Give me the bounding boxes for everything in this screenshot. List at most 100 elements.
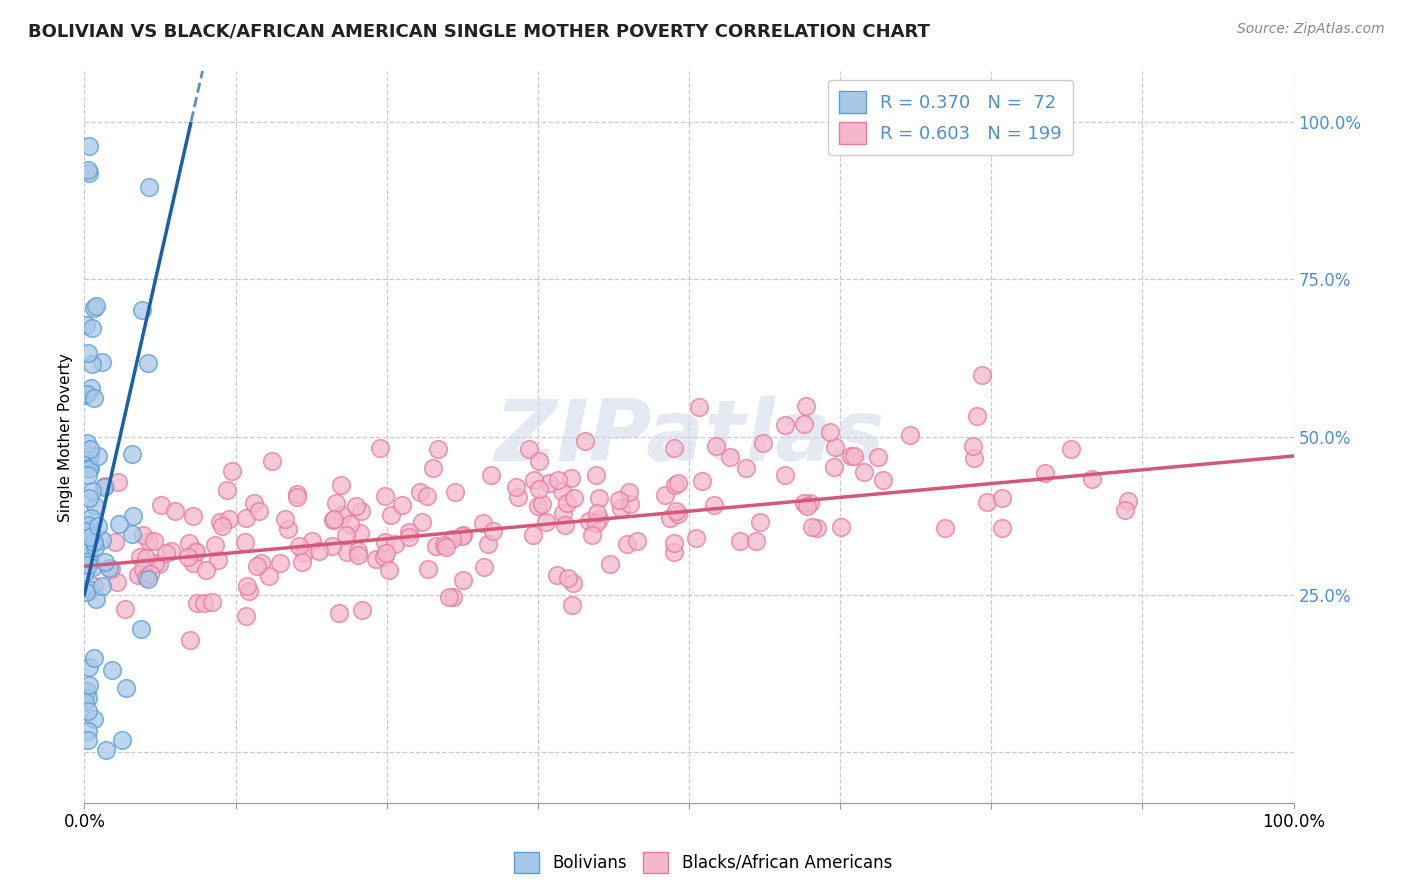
Point [100, 562, 122, 576]
Point [76, 704, 98, 718]
Point [561, 575, 583, 590]
Point [962, 439, 984, 453]
Point [806, 521, 828, 535]
Point [83, 579, 105, 593]
Point [574, 434, 596, 449]
Point [898, 428, 921, 442]
Point [934, 521, 956, 535]
Point [246, 559, 269, 574]
Point [1033, 466, 1056, 480]
Point [416, 562, 439, 576]
Point [135, 551, 157, 566]
Point [505, 480, 527, 494]
Point [666, 476, 689, 491]
Point [76, 684, 98, 698]
Point [688, 400, 710, 414]
Point [377, 563, 399, 577]
Point [186, 596, 208, 610]
Point [77, 554, 100, 568]
Point [76, 457, 98, 471]
Point [347, 544, 370, 558]
Point [277, 522, 299, 536]
Point [238, 584, 260, 599]
Point [75, 585, 97, 599]
Point [98, 560, 121, 574]
Point [554, 518, 576, 533]
Point [179, 632, 201, 647]
Point [375, 546, 398, 560]
Point [703, 498, 725, 512]
Point [84, 540, 107, 554]
Legend: Bolivians, Blacks/African Americans: Bolivians, Blacks/African Americans [508, 846, 898, 880]
Point [242, 496, 264, 510]
Point [330, 508, 353, 522]
Point [143, 556, 166, 570]
Point [111, 732, 134, 747]
Point [444, 484, 467, 499]
Point [77, 678, 100, 692]
Point [129, 549, 152, 564]
Point [1060, 442, 1083, 457]
Point [93, 480, 115, 494]
Point [101, 663, 124, 677]
Point [94, 479, 117, 493]
Point [135, 570, 157, 584]
Point [547, 474, 569, 488]
Point [664, 478, 686, 492]
Point [148, 557, 170, 571]
Point [479, 468, 502, 483]
Point [718, 450, 741, 464]
Point [76, 435, 98, 450]
Point [323, 512, 346, 526]
Point [131, 527, 153, 541]
Point [287, 490, 309, 504]
Point [704, 439, 727, 453]
Point [585, 516, 607, 530]
Point [735, 461, 758, 475]
Point [450, 529, 472, 543]
Point [136, 356, 159, 370]
Point [73, 695, 96, 709]
Point [751, 436, 773, 450]
Point [866, 450, 889, 464]
Point [114, 602, 136, 616]
Point [818, 425, 841, 439]
Point [398, 524, 420, 539]
Point [350, 504, 373, 518]
Point [344, 500, 367, 514]
Point [76, 724, 98, 739]
Point [115, 681, 138, 696]
Point [411, 515, 433, 529]
Point [129, 622, 152, 636]
Point [426, 442, 449, 456]
Point [82, 321, 104, 335]
Point [181, 508, 204, 523]
Text: Source: ZipAtlas.com: Source: ZipAtlas.com [1237, 22, 1385, 37]
Point [107, 475, 129, 490]
Point [77, 491, 100, 505]
Point [970, 368, 993, 382]
Point [82, 484, 104, 499]
Point [349, 526, 371, 541]
Point [127, 567, 149, 582]
Point [416, 489, 439, 503]
Point [773, 468, 796, 483]
Point [132, 561, 155, 575]
Point [453, 528, 475, 542]
Point [77, 660, 100, 674]
Point [437, 590, 460, 604]
Point [193, 596, 215, 610]
Point [90, 533, 112, 547]
Point [136, 572, 159, 586]
Point [77, 165, 100, 179]
Point [374, 535, 396, 549]
Point [165, 504, 187, 518]
Point [143, 533, 166, 548]
Point [79, 456, 101, 470]
Point [599, 557, 621, 571]
Point [211, 519, 233, 533]
Point [1114, 503, 1136, 517]
Point [86, 450, 108, 464]
Point [79, 139, 101, 153]
Point [80, 510, 103, 524]
